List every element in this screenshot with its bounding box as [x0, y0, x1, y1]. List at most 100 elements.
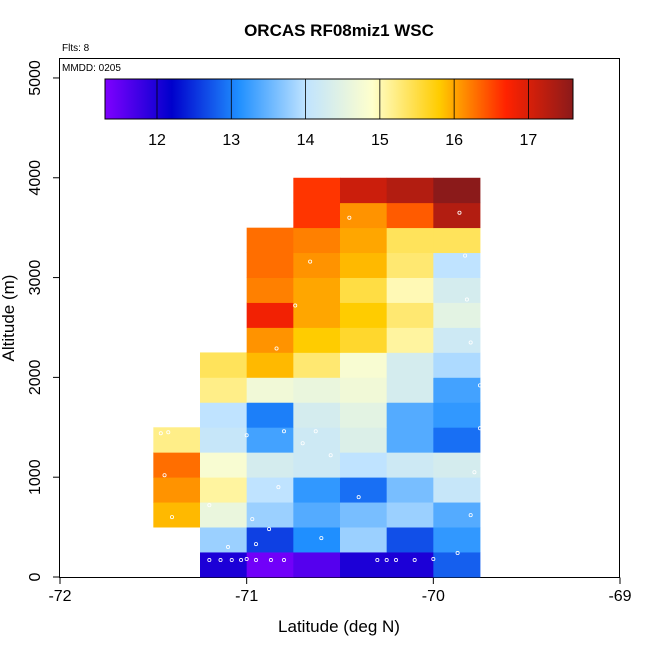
x-axis-tick-label: -69: [608, 588, 631, 605]
x-axis-tick-label: -72: [48, 588, 71, 605]
heatmap-cell: [433, 302, 481, 328]
observation-point: [356, 495, 361, 500]
observation-point: [281, 429, 286, 434]
heatmap-cell: [433, 527, 481, 553]
flights-count-label: Flts: 8: [62, 43, 90, 54]
colorbar-tick-label: 16: [445, 132, 463, 149]
heatmap-cell: [200, 427, 248, 453]
heatmap-cell: [293, 427, 341, 453]
observation-point: [375, 558, 380, 563]
heatmap-cell: [340, 402, 388, 428]
heatmap-cell: [293, 452, 341, 478]
heatmap-cell: [433, 402, 481, 428]
observation-points: [145, 210, 482, 563]
observation-point: [207, 503, 212, 508]
observation-point: [384, 558, 389, 563]
heatmap-cell: [433, 427, 481, 453]
observation-point: [328, 453, 333, 458]
observation-point: [267, 527, 272, 532]
heatmap-cell: [386, 427, 434, 453]
observation-point: [431, 557, 436, 562]
heatmap-cell: [246, 527, 294, 553]
observation-point: [225, 545, 230, 550]
y-axis-tick-label: 5000: [27, 60, 44, 96]
heatmap-cell: [433, 502, 481, 528]
x-axis-label: Latitude (deg N): [278, 617, 400, 636]
heatmap-cell: [433, 327, 481, 353]
heatmap-cell: [340, 452, 388, 478]
heatmap-cell: [386, 302, 434, 328]
heatmap-cell: [293, 352, 341, 378]
heatmap-cell: [246, 452, 294, 478]
observation-point: [166, 430, 171, 435]
observation-point: [455, 551, 460, 556]
heatmap-cell: [246, 552, 294, 578]
heatmap-cell: [433, 177, 481, 204]
heatmap-cell: [386, 352, 434, 378]
y-axis-tick-label: 0: [27, 572, 44, 581]
observation-point: [347, 215, 352, 220]
observation-point: [468, 340, 473, 345]
y-axis-tick-label: 2000: [27, 359, 44, 395]
heatmap-cell: [293, 302, 341, 328]
heatmap-cell: [153, 427, 201, 453]
heatmap-cell: [200, 502, 248, 528]
heatmap-cells: [153, 177, 481, 578]
heatmap-cell: [340, 327, 388, 353]
heatmap-cell: [386, 477, 434, 503]
heatmap-cell: [340, 377, 388, 403]
heatmap-cell: [340, 202, 388, 229]
heatmap-cell: [340, 302, 388, 328]
observation-point: [313, 429, 318, 434]
heatmap-cell: [433, 252, 481, 278]
heatmap-cell: [386, 227, 434, 254]
heatmap-cell: [246, 427, 294, 453]
heatmap-cell: [340, 252, 388, 278]
heatmap-cell: [293, 502, 341, 528]
colorbar: 12 13 14 15 16 17: [104, 78, 574, 149]
heatmap-cell: [386, 377, 434, 403]
heatmap-cell: [200, 352, 248, 378]
observation-point: [463, 253, 468, 258]
heatmap-cell: [433, 202, 481, 229]
heatmap-cell: [386, 402, 434, 428]
heatmap-cell: [200, 477, 248, 503]
heatmap-cell: [246, 327, 294, 353]
observation-point: [239, 558, 244, 563]
observation-point: [253, 558, 258, 563]
observation-point: [319, 536, 324, 541]
observation-point: [192, 552, 197, 557]
heatmap-cell: [246, 227, 294, 254]
heatmap-cell: [340, 277, 388, 303]
observation-point: [207, 558, 212, 563]
colorbar-tick-label: 17: [520, 132, 538, 149]
heatmap-cell: [340, 502, 388, 528]
observation-point: [218, 558, 223, 563]
observation-point: [268, 558, 273, 563]
observation-point: [145, 431, 150, 436]
heatmap-cell: [246, 252, 294, 278]
heatmap-cell: [340, 527, 388, 553]
heatmap-cell: [293, 177, 341, 204]
heatmap-cell: [293, 227, 341, 254]
heatmap-cell: [200, 552, 248, 578]
heatmap-cell: [200, 377, 248, 403]
heatmap-cell: [433, 477, 481, 503]
observation-point: [229, 558, 234, 563]
heatmap-cell: [386, 252, 434, 278]
heatmap-cell: [246, 502, 294, 528]
heatmap-cell: [246, 402, 294, 428]
chart-title: ORCAS RF08miz1 WSC: [244, 21, 434, 40]
y-axis-tick-label: 4000: [27, 160, 44, 196]
heatmap-cell: [293, 477, 341, 503]
colorbar-tick-label: 14: [297, 132, 315, 149]
observation-point: [276, 485, 281, 490]
observation-point: [477, 383, 482, 388]
observation-point: [477, 426, 482, 431]
heatmap-cell: [386, 502, 434, 528]
heatmap-cell: [386, 527, 434, 553]
date-label: MMDD: 0205: [62, 63, 121, 74]
y-axis-tick-label: 1000: [27, 459, 44, 495]
observation-point: [412, 558, 417, 563]
observation-point: [281, 558, 286, 563]
